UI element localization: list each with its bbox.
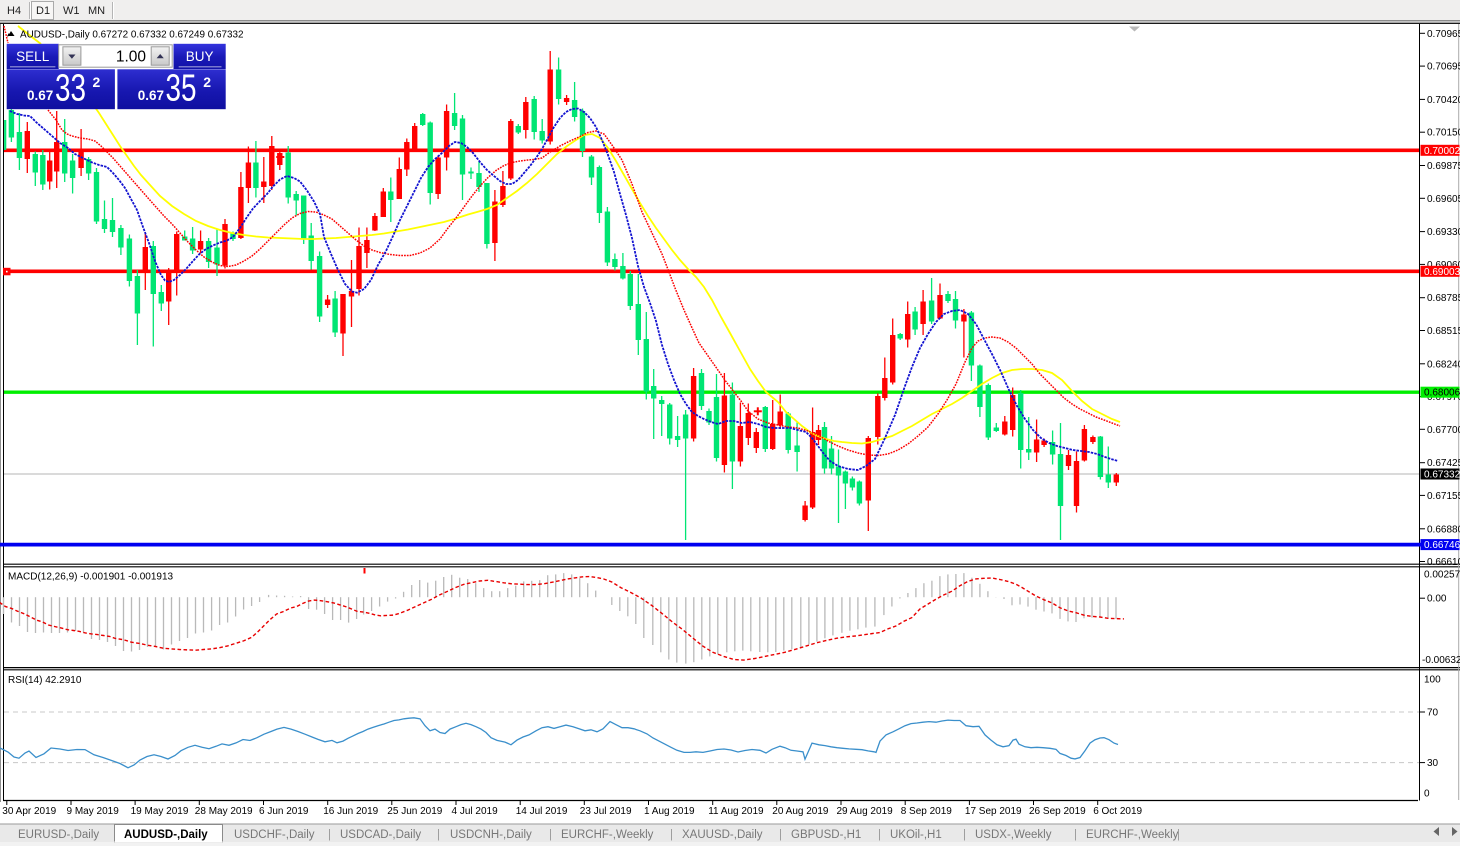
svg-text:0.69330: 0.69330 [1427, 227, 1460, 238]
svg-text:0.67700: 0.67700 [1427, 425, 1460, 436]
svg-text:25 Jun 2019: 25 Jun 2019 [387, 806, 442, 817]
svg-text:0.70965: 0.70965 [1427, 29, 1460, 40]
svg-text:AUDUSD-,Daily: AUDUSD-,Daily [124, 829, 208, 841]
svg-text:100: 100 [1424, 675, 1441, 686]
svg-text:29 Aug 2019: 29 Aug 2019 [837, 806, 894, 817]
svg-text:0.68006: 0.68006 [1424, 388, 1460, 399]
svg-text:0.70420: 0.70420 [1427, 95, 1460, 106]
svg-text:19 May 2019: 19 May 2019 [131, 806, 189, 817]
svg-text:9 May 2019: 9 May 2019 [67, 806, 120, 817]
svg-text:2: 2 [93, 74, 101, 90]
svg-text:MACD(12,26,9) -0.001901 -0.001: MACD(12,26,9) -0.001901 -0.001913 [8, 572, 174, 583]
svg-text:0.69060: 0.69060 [1427, 260, 1460, 271]
svg-text:6 Jun 2019: 6 Jun 2019 [259, 806, 309, 817]
svg-text:0.69003: 0.69003 [1424, 267, 1460, 278]
svg-text:BUY: BUY [186, 49, 214, 64]
svg-text:1.00: 1.00 [116, 49, 147, 66]
svg-text:33: 33 [55, 68, 86, 110]
svg-text:4 Jul 2019: 4 Jul 2019 [452, 806, 499, 817]
svg-text:0.67425: 0.67425 [1427, 458, 1460, 469]
svg-text:30: 30 [1427, 758, 1439, 769]
svg-text:UKOil-,H1: UKOil-,H1 [890, 829, 942, 841]
svg-text:EURCHF-,Weekly: EURCHF-,Weekly [1086, 829, 1179, 841]
svg-text:-0.006320: -0.006320 [1422, 655, 1460, 666]
svg-text:6 Oct 2019: 6 Oct 2019 [1093, 806, 1142, 817]
svg-text:XAUUSD-,Daily: XAUUSD-,Daily [682, 829, 763, 841]
svg-text:W1: W1 [63, 5, 80, 17]
svg-text:28 May 2019: 28 May 2019 [195, 806, 253, 817]
svg-text:|: | [1074, 829, 1077, 841]
svg-text:0.67332: 0.67332 [1424, 470, 1460, 481]
svg-text:|: | [1177, 829, 1180, 841]
svg-text:0.68515: 0.68515 [1427, 326, 1460, 337]
svg-text:0: 0 [1424, 789, 1430, 800]
svg-text:MN: MN [88, 5, 105, 17]
svg-text:35: 35 [166, 68, 197, 110]
svg-text:H4: H4 [7, 5, 21, 17]
svg-text:GBPUSD-,H1: GBPUSD-,H1 [791, 829, 861, 841]
svg-text:0.70695: 0.70695 [1427, 62, 1460, 73]
svg-text:0.68240: 0.68240 [1427, 359, 1460, 370]
svg-text:USDX-,Weekly: USDX-,Weekly [975, 829, 1052, 841]
svg-text:1 Aug 2019: 1 Aug 2019 [644, 806, 695, 817]
svg-text:11 Aug 2019: 11 Aug 2019 [708, 806, 764, 817]
svg-text:0.69875: 0.69875 [1427, 161, 1460, 172]
svg-text:|: | [670, 829, 673, 841]
svg-text:0.67: 0.67 [27, 88, 53, 103]
svg-text:16 Jun 2019: 16 Jun 2019 [323, 806, 378, 817]
svg-text:|: | [878, 829, 881, 841]
svg-text:RSI(14) 42.2910: RSI(14) 42.2910 [8, 675, 82, 686]
svg-text:SELL: SELL [16, 49, 50, 64]
svg-text:|: | [963, 829, 966, 841]
svg-text:30 Apr 2019: 30 Apr 2019 [2, 806, 56, 817]
svg-text:USDCAD-,Daily: USDCAD-,Daily [340, 829, 421, 841]
svg-text:0.70002: 0.70002 [1424, 146, 1460, 157]
svg-text:23 Jul 2019: 23 Jul 2019 [580, 806, 632, 817]
svg-text:EURCHF-,Weekly: EURCHF-,Weekly [561, 829, 654, 841]
svg-text:0.67: 0.67 [138, 88, 164, 103]
svg-text:17 Sep 2019: 17 Sep 2019 [965, 806, 1022, 817]
svg-text:0.66610: 0.66610 [1427, 557, 1460, 568]
svg-text:0.00: 0.00 [1427, 594, 1447, 605]
svg-text:14 Jul 2019: 14 Jul 2019 [516, 806, 568, 817]
svg-text:20 Aug 2019: 20 Aug 2019 [772, 806, 829, 817]
svg-text:AUDUSD-,Daily 0.67272 0.67332: AUDUSD-,Daily 0.67272 0.67332 0.67249 0.… [20, 30, 243, 41]
svg-text:D1: D1 [36, 5, 50, 17]
svg-text:0.70150: 0.70150 [1427, 128, 1460, 139]
svg-text:0.66880: 0.66880 [1427, 524, 1460, 535]
svg-text:70: 70 [1427, 708, 1439, 719]
svg-text:|: | [779, 829, 782, 841]
svg-text:8 Sep 2019: 8 Sep 2019 [901, 806, 953, 817]
svg-text:0.69605: 0.69605 [1427, 194, 1460, 205]
svg-text:26 Sep 2019: 26 Sep 2019 [1029, 806, 1086, 817]
svg-text:USDCNH-,Daily: USDCNH-,Daily [450, 829, 532, 841]
svg-text:0.66746: 0.66746 [1424, 540, 1460, 551]
svg-text:|: | [328, 829, 331, 841]
svg-text:2: 2 [203, 74, 211, 90]
svg-text:EURUSD-,Daily: EURUSD-,Daily [18, 829, 99, 841]
svg-text:0.68785: 0.68785 [1427, 293, 1460, 304]
svg-text:0.002574: 0.002574 [1424, 570, 1460, 581]
svg-text:|: | [437, 829, 440, 841]
svg-text:USDCHF-,Daily: USDCHF-,Daily [234, 829, 315, 841]
svg-text:|: | [549, 829, 552, 841]
svg-text:0.67155: 0.67155 [1427, 491, 1460, 502]
